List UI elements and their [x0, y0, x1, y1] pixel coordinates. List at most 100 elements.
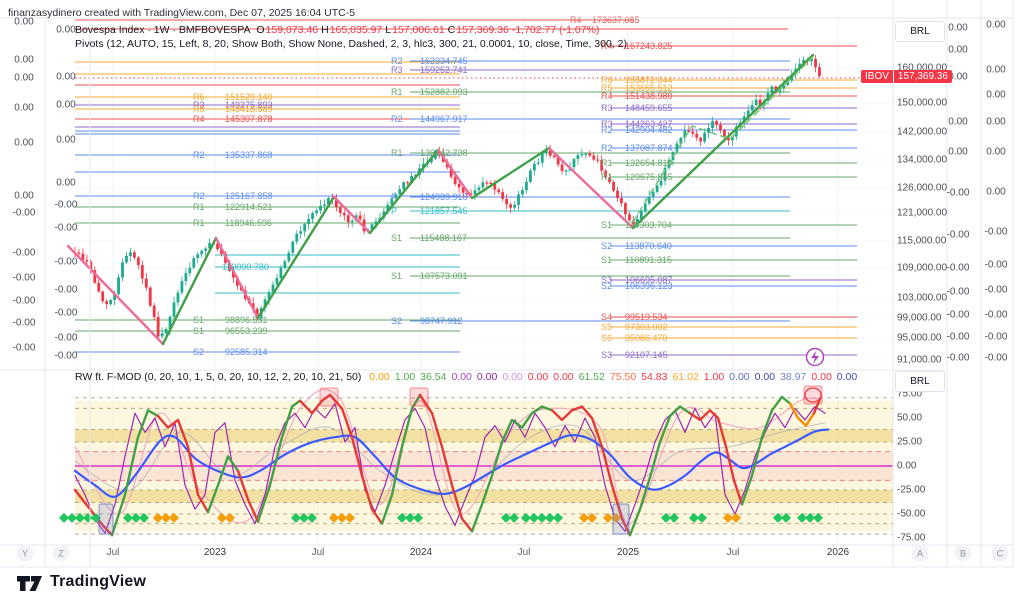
signal-diamond [307, 512, 317, 523]
pivot-label: S2 [193, 347, 204, 357]
pivot-value: 129675.845 [625, 172, 673, 182]
signal-diamond [337, 512, 347, 523]
pivot-value: 148459.655 [625, 103, 673, 113]
right-scale-value: -0.00 [946, 286, 970, 298]
pivot-label: S4 [601, 312, 612, 322]
signal-diamond [131, 512, 141, 523]
signal-diamond [225, 512, 235, 523]
lightning-icon [811, 351, 819, 364]
pivot-label: R1 [601, 172, 613, 182]
pivot-label: R3 [601, 119, 613, 129]
oscillator-value: 61.02 [672, 371, 699, 383]
pivot-value: 167243.825 [625, 41, 673, 51]
right-scale-value: 0.00 [986, 116, 1006, 128]
left-scale-value: 0.00 [14, 137, 34, 149]
right-scale-value: 0.00 [948, 44, 968, 56]
pivot-value: 106396.123 [625, 281, 673, 291]
right-scale-value: 0.00 [986, 64, 1006, 76]
pivot-label: S2 [601, 281, 612, 291]
left-scale-value: -0.00 [12, 247, 36, 259]
pivot-label: S5 [601, 322, 612, 332]
trendline [161, 236, 218, 346]
left-scale-value: -0.00 [54, 256, 78, 268]
currency-label-oscillator[interactable]: BRL [895, 371, 945, 392]
time-axis-month: Jul [517, 547, 531, 558]
pivot-label: S1 [193, 315, 204, 325]
price-axis-label: 95,000.00 [897, 332, 942, 344]
currency-label-price[interactable]: BRL [895, 21, 945, 42]
right-scale-value: -0.00 [946, 331, 970, 343]
pivot-label: S1 [391, 233, 402, 243]
signal-diamond [603, 512, 613, 523]
pivot-label: R2 [391, 56, 403, 66]
timeframe-button-a[interactable]: A [911, 544, 929, 562]
pivot-label: R1 [193, 218, 205, 228]
symbol-title: Bovespa Index · 1W · BMFBOVESPA [75, 24, 251, 36]
timeframe-button-y[interactable]: Y [16, 544, 34, 562]
oscillator-legend[interactable]: RW ft. F-MOD (0, 20, 10, 1, 5, 0, 20, 10… [75, 371, 862, 383]
right-scale-value: -0.00 [984, 309, 1008, 321]
tradingview-logo-text: TradingView [50, 573, 147, 590]
osc-series-trail-pink [74, 388, 821, 525]
timeframe-button-b[interactable]: B [954, 544, 972, 562]
pivots-legend[interactable]: Pivots (12, AUTO, 15, Left, 8, 20, Show … [75, 38, 627, 50]
pivot-label: R3 [193, 100, 205, 110]
symbol-legend[interactable]: Bovespa Index · 1W · BMFBOVESPA O159,073… [75, 24, 602, 36]
left-scale-value: -0.00 [12, 272, 36, 284]
last-price-badge[interactable]: IBOV 157,369.36 [861, 70, 952, 83]
left-scale-value: -0.00 [54, 307, 78, 319]
pivot-label: R4 [570, 15, 582, 25]
right-scale-value: 0.00 [948, 22, 968, 34]
left-scale-value: 0.00 [14, 72, 34, 84]
left-scale-value: -0.00 [12, 207, 36, 219]
signal-diamond [169, 512, 179, 523]
osc-main-segment [740, 395, 792, 506]
oscillator-value: 0.00 [836, 371, 858, 383]
left-scale-value: -0.00 [54, 199, 78, 211]
left-scale-value: -0.00 [54, 222, 78, 234]
trendline [214, 236, 260, 320]
price-axis-label: 150,000.00 [897, 97, 948, 109]
oscillator-axis-label: 0.00 [897, 460, 917, 472]
price-axis-label: 126,000.00 [897, 182, 948, 194]
left-scale-value: -0.00 [54, 284, 78, 296]
signal-diamond [397, 512, 407, 523]
right-scale-value: 0.00 [948, 146, 968, 158]
osc-main-segment [298, 393, 384, 525]
ohlc-value: 157,006.61 [392, 24, 445, 36]
pivot-value: 118303.704 [625, 220, 672, 230]
osc-main-segment [550, 405, 632, 537]
signal-diamond [731, 512, 741, 523]
trendline [547, 146, 635, 230]
right-scale-value: -0.00 [946, 229, 970, 241]
oscillator-value: 1.00 [703, 371, 725, 383]
ohlc-letter: L [385, 24, 392, 36]
price-axis-label: 109,000.00 [897, 262, 948, 274]
oscillator-value: 0.00 [502, 371, 523, 383]
tradingview-logo[interactable]: TradingView [16, 572, 146, 592]
timeframe-button-z[interactable]: Z [52, 544, 70, 562]
pivot-label: R3 [391, 65, 403, 75]
signal-diamond [509, 512, 519, 523]
pivot-label: R1 [601, 158, 613, 168]
time-axis-year: 2026 [826, 547, 850, 558]
ohlc-letter: O [256, 24, 265, 36]
trendline [332, 195, 372, 235]
pivot-label: R2 [193, 150, 205, 160]
time-axis-year: 2023 [203, 547, 227, 558]
signal-diamond [329, 512, 339, 523]
right-scale-value: -0.00 [946, 309, 970, 321]
signal-diamond [797, 512, 807, 523]
left-scale-value: 0.00 [14, 54, 34, 66]
pivot-value: 142904.482 [625, 125, 673, 135]
oscillator-value: 1.00 [394, 371, 416, 383]
last-price-symbol: IBOV [861, 70, 893, 83]
timeframe-button-c[interactable]: C [991, 544, 1009, 562]
signal-diamond [67, 512, 77, 523]
right-scale-value: 0.00 [986, 186, 1006, 198]
signal-diamond [161, 512, 171, 523]
right-scale-value: -0.00 [984, 352, 1008, 364]
signal-diamond [153, 512, 163, 523]
right-scale-value: -0.00 [984, 284, 1008, 296]
